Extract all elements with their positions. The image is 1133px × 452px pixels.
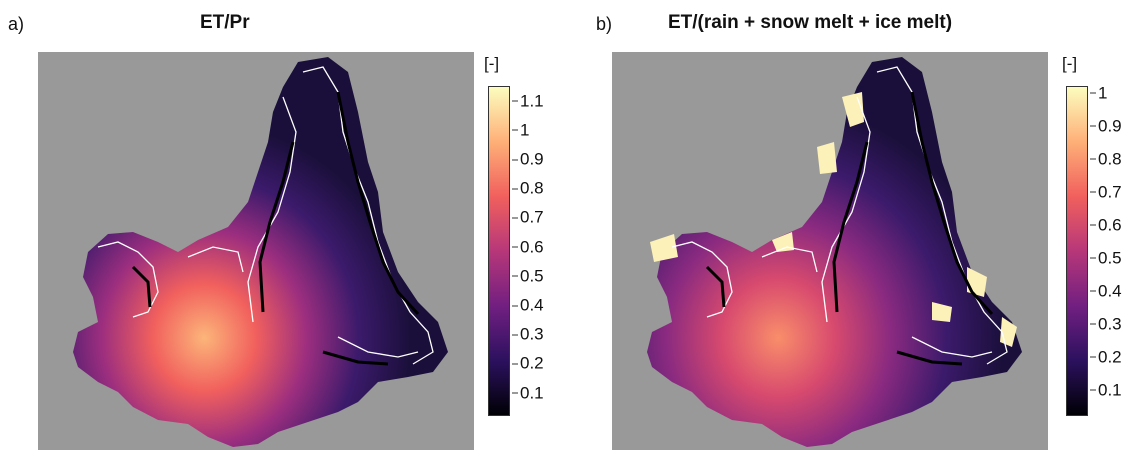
panel-b: b) ET/(rain + snow melt + ice melt) — [566, 0, 1133, 452]
catchment-a — [73, 57, 448, 447]
colorbar-unit-b: [-] — [1062, 54, 1078, 73]
colorbar-tick: 0.7 — [1090, 182, 1122, 202]
panel-title-b: ET/(rain + snow melt + ice melt) — [668, 12, 953, 33]
colorbar-tick: 0.3 — [512, 324, 544, 344]
colorbar-tick: 0.3 — [1090, 314, 1122, 334]
glacier-tongues-b — [705, 91, 994, 366]
map-a — [38, 52, 474, 450]
colorbar-tick: 0.9 — [1090, 116, 1122, 136]
panel-title-a: ET/Pr — [200, 12, 250, 33]
colorbar-tick: 0.8 — [1090, 149, 1122, 169]
panel-label-a: a) — [8, 14, 25, 34]
colorbar-tick: 1.1 — [512, 91, 544, 111]
colorbar-tick: 0.1 — [512, 383, 544, 403]
catchment-b — [647, 57, 1022, 447]
colorbar-tick: 0.4 — [512, 295, 544, 315]
colorbar-a — [488, 86, 510, 416]
colorbar-tick: 0.1 — [1090, 380, 1122, 400]
colorbar-unit-a: [-] — [484, 54, 500, 73]
colorbar-tick: 0.4 — [1090, 281, 1122, 301]
colorbar-tick: 0.5 — [1090, 248, 1122, 268]
colorbar-tick: 0.6 — [512, 237, 544, 257]
colorbar-tick: 0.5 — [512, 266, 544, 286]
colorbar-tick: 0.8 — [512, 178, 544, 198]
map-a-svg — [73, 57, 448, 447]
colorbar-tick: 0.2 — [1090, 347, 1122, 367]
colorbar-tick: 0.2 — [512, 353, 544, 373]
colorbar-tick: 1 — [1089, 83, 1108, 103]
colorbar-tick: 0.7 — [512, 207, 544, 227]
panel-a: a) ET/Pr — [0, 0, 566, 452]
panel-label-b: b) — [596, 14, 613, 34]
colorbar-b — [1066, 86, 1088, 416]
map-b-svg — [647, 57, 1022, 447]
colorbar-tick: 0.6 — [1090, 215, 1122, 235]
glacier-tongues-a — [131, 91, 420, 366]
map-b — [612, 52, 1048, 450]
colorbar-tick: 0.9 — [512, 149, 544, 169]
glacier-outlines-b — [671, 66, 1008, 365]
glacier-outlines-a — [97, 66, 434, 365]
colorbar-tick: 1 — [511, 120, 530, 140]
